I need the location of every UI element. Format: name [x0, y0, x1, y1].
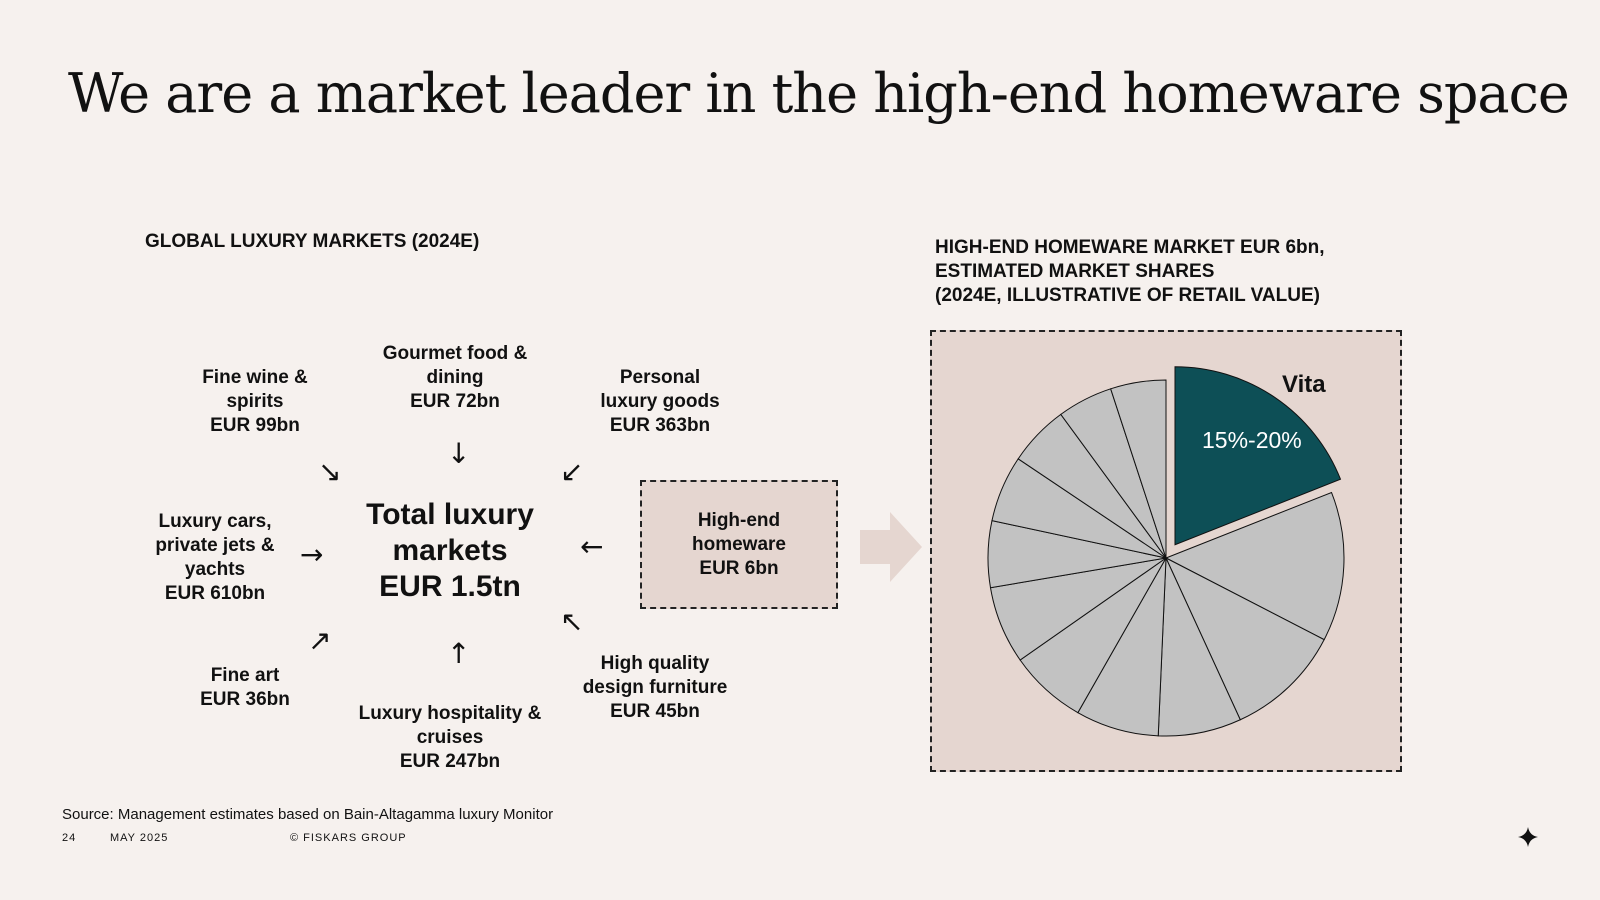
- arrow-personal: ↙: [560, 455, 584, 488]
- source-note: Source: Management estimates based on Ba…: [62, 806, 554, 823]
- pie-slice-other-2: [1164, 556, 1325, 721]
- market-personal-luxury: Personal luxury goods EUR 363bn: [600, 367, 720, 436]
- total-luxury-markets: Total luxury markets EUR 1.5tn: [366, 498, 534, 603]
- market-high-end-homeware: High-end homeware EUR 6bn: [692, 509, 786, 579]
- vita-share-label: 15%-20%: [1202, 427, 1302, 453]
- arrow-cars: →: [300, 538, 324, 571]
- page-number: 24: [62, 832, 77, 844]
- sparkle-icon: [1518, 827, 1538, 847]
- market-luxury-cars: Luxury cars, private jets & yachts EUR 610b…: [155, 511, 275, 604]
- arrow-furniture: ↖: [560, 605, 584, 638]
- arrow-homeware: ←: [580, 530, 604, 563]
- company-label: © FISKARS GROUP: [290, 832, 407, 844]
- date-label: MAY 2025: [110, 832, 169, 844]
- pie-slice-vita: [1174, 366, 1342, 546]
- market-share-box: Vita 15%-20%: [930, 330, 1402, 772]
- vita-label: Vita: [1282, 371, 1326, 398]
- market-share-pie-chart: Vita 15%-20%: [987, 366, 1345, 737]
- market-gourmet-food: Gourmet food & dining EUR 72bn: [382, 343, 528, 412]
- market-fine-art: Fine art EUR 36bn: [200, 665, 290, 710]
- homeware-box: High-end homeware EUR 6bn: [640, 480, 838, 609]
- right-section-heading: HIGH-END HOMEWARE MARKET EUR 6bn, ESTIMA…: [935, 237, 1325, 306]
- arrow-wine: ↘: [318, 455, 342, 488]
- arrow-gourmet: ↓: [447, 437, 471, 470]
- chevron-right-icon: [860, 512, 922, 582]
- page-title: We are a market leader in the high-end h…: [68, 62, 1570, 125]
- pie-slice-other-1: [1164, 491, 1345, 641]
- arrow-hospitality: ↑: [447, 637, 471, 670]
- left-section-heading: GLOBAL LUXURY MARKETS (2024E): [145, 231, 480, 252]
- market-luxury-hospitality: Luxury hospitality & cruises EUR 247bn: [358, 703, 542, 772]
- market-fine-wine: Fine wine & spirits EUR 99bn: [202, 367, 308, 436]
- market-design-furniture: High quality design furniture EUR 45bn: [582, 653, 728, 722]
- pie-slice-other-11: [1110, 379, 1167, 559]
- arrow-art: ↗: [308, 624, 332, 657]
